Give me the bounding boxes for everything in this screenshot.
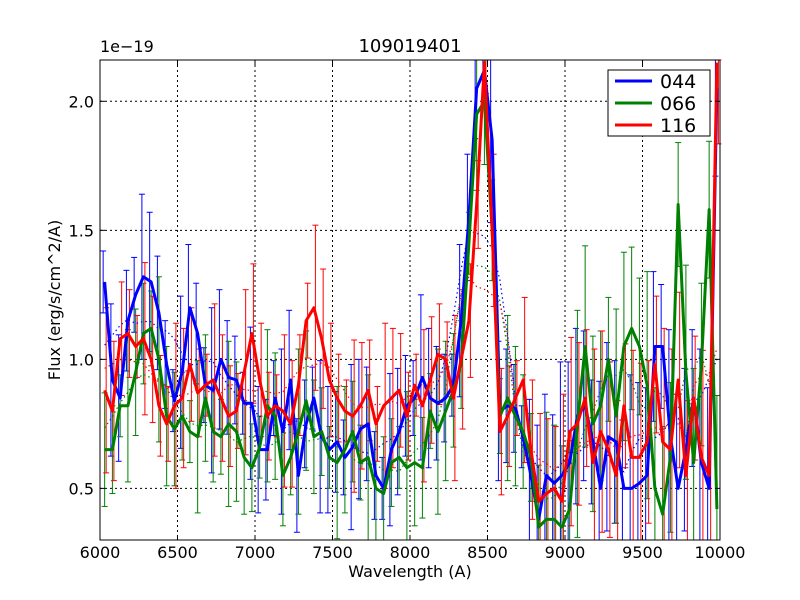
legend-label-044: 044 xyxy=(660,71,696,93)
legend-label-116: 116 xyxy=(660,115,696,137)
legend: 044 066 116 xyxy=(607,69,711,137)
series-line-066 xyxy=(104,99,719,529)
y-tick-label: 2.0 xyxy=(69,92,94,111)
legend-label-066: 066 xyxy=(660,93,696,115)
x-axis-label: Wavelength (A) xyxy=(348,562,471,581)
x-tick-label: 6500 xyxy=(157,543,198,562)
chart-title: 109019401 xyxy=(358,36,461,57)
x-tick-label: 10000 xyxy=(695,543,746,562)
y-offset-label: 1e−19 xyxy=(100,37,154,56)
y-tick-label: 1.0 xyxy=(69,350,94,369)
series-line-116 xyxy=(103,61,719,503)
data-lines xyxy=(103,61,719,529)
model-curve-116 xyxy=(104,275,718,471)
x-tick-label: 9500 xyxy=(622,543,663,562)
y-tick-label: 0.5 xyxy=(69,479,94,498)
x-tick-label: 7000 xyxy=(235,543,276,562)
x-tick-label: 6000 xyxy=(80,543,121,562)
y-tick-label: 1.5 xyxy=(69,221,94,240)
x-tick-label: 9000 xyxy=(545,543,586,562)
model-curve-066 xyxy=(104,264,718,500)
model-curve-044 xyxy=(104,230,718,477)
y-axis-label: Flux (erg/s/cm^2/A) xyxy=(45,220,64,381)
model-curves xyxy=(104,230,718,500)
axis-ticks: 6000 6500 7000 7500 8000 8500 9000 9500 10000 0.5… xyxy=(69,60,746,562)
x-tick-label: 8000 xyxy=(390,543,431,562)
x-tick-label: 7500 xyxy=(312,543,353,562)
x-tick-label: 8500 xyxy=(467,543,508,562)
